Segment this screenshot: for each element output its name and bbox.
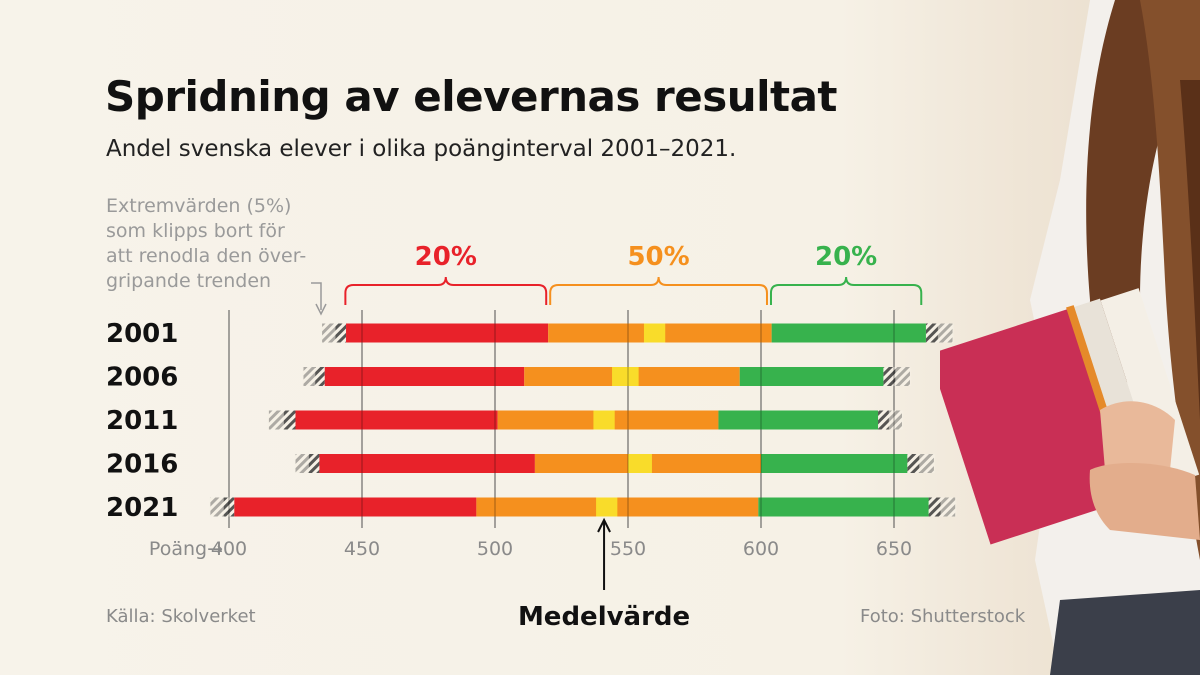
bar-row-2006 (302, 367, 912, 386)
note-pointer-head (315, 303, 327, 316)
bracket-label: 20% (415, 242, 477, 272)
bar-row-2011 (267, 410, 904, 430)
bracket (344, 276, 548, 305)
bar-segment-low (295, 410, 498, 430)
fade-low (209, 497, 224, 517)
bar-segment-low (319, 454, 535, 473)
mean-label: Medelvärde (518, 602, 690, 632)
bar-segment-low (234, 497, 477, 517)
year-label: 2016 (106, 450, 178, 480)
fade-high (888, 410, 904, 430)
bar-segment-low (324, 367, 525, 386)
bar-segment-high (739, 367, 884, 386)
bar-row-2016 (294, 454, 936, 473)
source-credit: Källa: Skolverket (106, 606, 256, 627)
x-tick-label: 450 (344, 538, 380, 560)
bar-segment-high (771, 323, 926, 343)
year-label: 2006 (106, 363, 178, 393)
bar-segment-mean (612, 367, 639, 386)
x-axis-title: Poäng→ (149, 538, 223, 560)
bracket-label: 20% (815, 242, 877, 272)
x-tick-label: 500 (477, 538, 513, 560)
fade-low (302, 367, 316, 386)
bar-row-2001 (321, 323, 954, 343)
fade-low (294, 454, 309, 473)
fade-high (919, 454, 936, 473)
fade-low (321, 323, 336, 343)
bar-segment-high (758, 497, 929, 517)
percent-brackets (344, 276, 923, 305)
bars (209, 310, 957, 528)
mean-arrow-head (597, 517, 611, 533)
chart-title: Spridning av elevernas resultat (105, 72, 838, 121)
bracket (549, 276, 768, 305)
year-label: 2021 (106, 493, 178, 523)
x-tick-label: 650 (876, 538, 912, 560)
bar-row-2021 (209, 497, 957, 517)
bar-segment-mean (643, 323, 666, 343)
labels: 400 450 500 550 600 650 Poäng→ 2001 2006 2011 2016… (106, 242, 912, 632)
fade-high (940, 497, 957, 517)
student-photo-illustration (940, 0, 1200, 675)
fade-high (937, 323, 954, 343)
bar-segment-high (718, 410, 879, 430)
year-label: 2011 (106, 406, 178, 436)
bar-segment-high (761, 454, 908, 473)
fade-high (895, 367, 912, 386)
bar-segment-low (346, 323, 549, 343)
bar-segment-mean (628, 454, 652, 473)
x-tick-label: 600 (743, 538, 779, 560)
photo-credit: Foto: Shutterstock (860, 606, 1026, 627)
bar-segment-mean (596, 497, 618, 517)
bracket-label: 50% (627, 242, 689, 272)
extreme-values-note: Extremvärden (5%) som klipps bort för at… (106, 195, 307, 292)
chart-subtitle: Andel svenska elever i olika poänginterv… (106, 136, 737, 162)
fade-low (267, 410, 284, 430)
bar-segment-mean (593, 410, 615, 430)
note-pointer (311, 282, 322, 310)
x-tick-label: 550 (610, 538, 646, 560)
bracket (769, 276, 923, 305)
year-label: 2001 (106, 319, 178, 349)
x-tick-label: 400 (211, 538, 247, 560)
